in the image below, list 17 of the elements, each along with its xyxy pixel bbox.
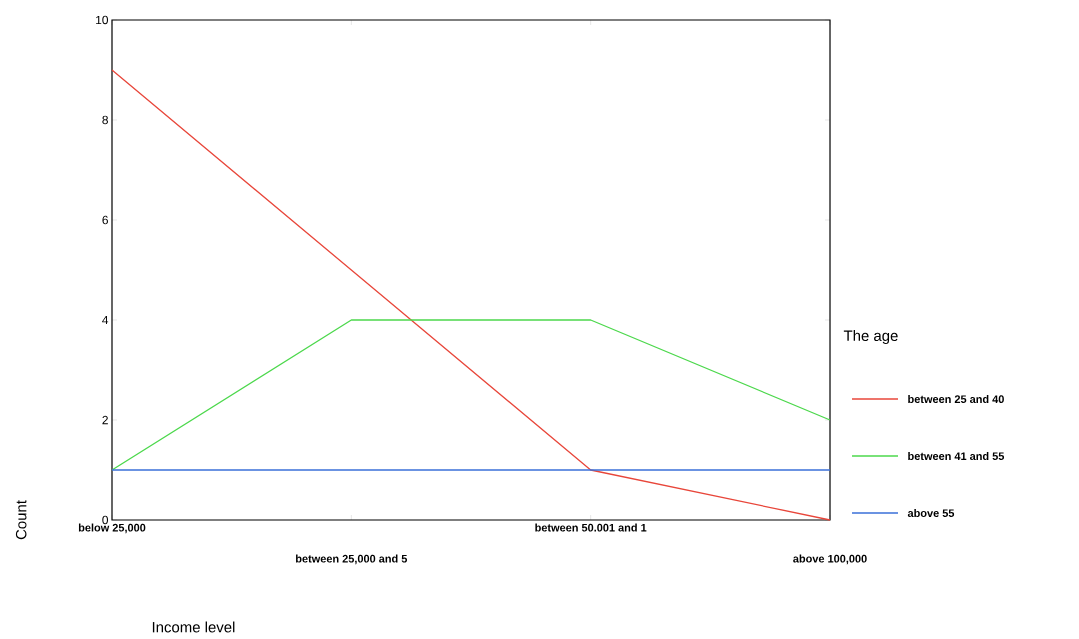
legend-label: between 41 and 55 [908,451,1005,461]
x-tick-label: below 25,000 [78,523,146,534]
x-tick-label: above 100,000 [793,554,867,565]
y-tick-label: 0 [102,515,109,525]
y-tick-label: 4 [102,315,109,325]
x-tick-label: between 50.001 and 1 [535,523,647,532]
y-tick-label: 2 [102,415,108,425]
x-tick-label: between 25,000 and 5 [296,554,408,565]
y-tick-label: 10 [96,15,109,25]
y-tick-label: 6 [102,215,108,225]
legend-title: The age [843,330,898,344]
legend-label: between 25 and 40 [908,394,1004,404]
y-tick-label: 8 [102,115,108,125]
line-series [111,69,831,521]
x-axis-title: Income level [152,621,235,633]
y-axis-title: Count [15,500,27,540]
legend-label: above 55 [907,508,955,518]
